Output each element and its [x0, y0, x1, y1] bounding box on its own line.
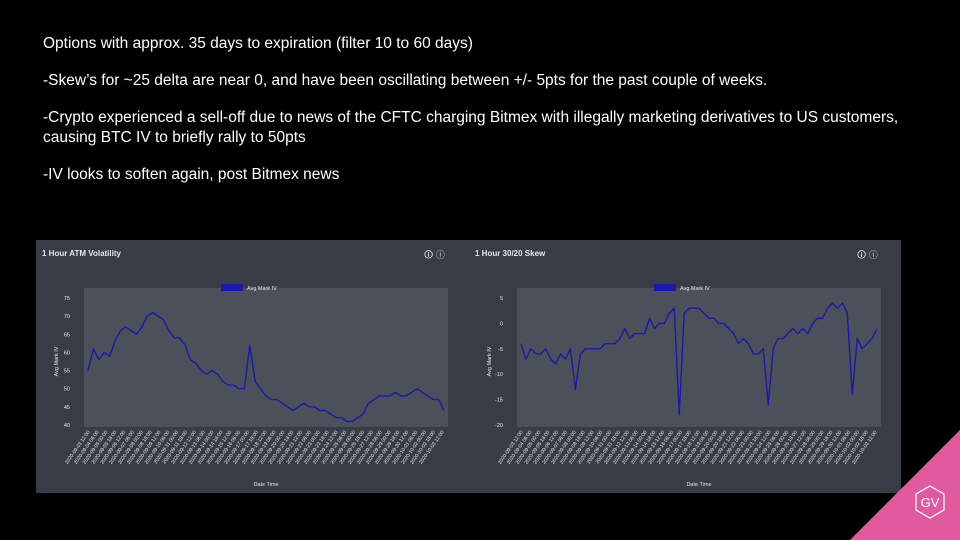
y-tick-label: 40: [64, 423, 70, 429]
note-bitmex: -Crypto experienced a sell-off due to ne…: [43, 109, 899, 146]
y-tick-label: 5: [500, 296, 503, 302]
y-tick-label: -5: [498, 347, 503, 353]
charts-container: 1 Hour ATM Volatility 🛈 ⓘ Avg Mark IV 40 4…: [36, 240, 901, 493]
notes: Options with approx. 35 days to expirati…: [43, 34, 943, 202]
x-axis-label: Date Time: [253, 482, 278, 488]
y-axis-label: Avg Mark IV: [54, 346, 60, 376]
logo-text: GV: [921, 495, 940, 510]
y-tick-label: 75: [64, 296, 70, 302]
legend-swatch: [221, 284, 243, 291]
logo-corner: [850, 430, 960, 540]
logo-hexagon: [915, 485, 945, 519]
y-tick-label: 70: [64, 314, 70, 320]
info-icon[interactable]: 🛈: [424, 250, 434, 260]
x-axis-label: Date Time: [686, 482, 711, 488]
y-tick-label: 55: [64, 369, 70, 375]
note-iv: -IV looks to soften again, post Bitmex n…: [43, 166, 340, 183]
legend-swatch: [654, 284, 676, 291]
chart-panel-skew: 1 Hour 30/20 Skew 🛈 ⓘ Avg Mark IV -20 -15 -…: [469, 240, 901, 493]
y-tick-label: -15: [495, 398, 503, 404]
gv-logo: GV: [850, 430, 960, 540]
series-line: [87, 311, 445, 423]
chart-title: 1 Hour ATM Volatility: [42, 249, 121, 258]
y-axis-label: Avg Mark IV: [487, 346, 493, 376]
legend-label: Avg Mark IV: [680, 286, 710, 292]
y-tick-label: 0: [500, 321, 503, 327]
plot-area: [84, 288, 448, 427]
y-tick-label: 65: [64, 332, 70, 338]
note-expiration: Options with approx. 35 days to expirati…: [43, 35, 473, 52]
help-icon[interactable]: ⓘ: [868, 250, 878, 260]
info-icon[interactable]: 🛈: [857, 250, 867, 260]
y-tick-label: 45: [64, 405, 70, 411]
y-tick-label: -10: [495, 372, 503, 378]
chart-title: 1 Hour 30/20 Skew: [475, 249, 546, 258]
series-line: [520, 302, 878, 416]
plot-area: [517, 288, 881, 427]
chart-panel-atm-volatility: 1 Hour ATM Volatility 🛈 ⓘ Avg Mark IV 40 4…: [36, 240, 468, 493]
y-tick-label: 60: [64, 350, 70, 356]
y-tick-label: 50: [64, 387, 70, 393]
chart-icons: 🛈 ⓘ: [857, 248, 878, 264]
chart-icons: 🛈 ⓘ: [424, 248, 445, 264]
y-tick-label: -20: [495, 423, 503, 429]
note-skew: -Skew’s for ~25 delta are near 0, and ha…: [43, 72, 768, 89]
legend-label: Avg Mark IV: [247, 286, 277, 292]
help-icon[interactable]: ⓘ: [435, 250, 445, 260]
